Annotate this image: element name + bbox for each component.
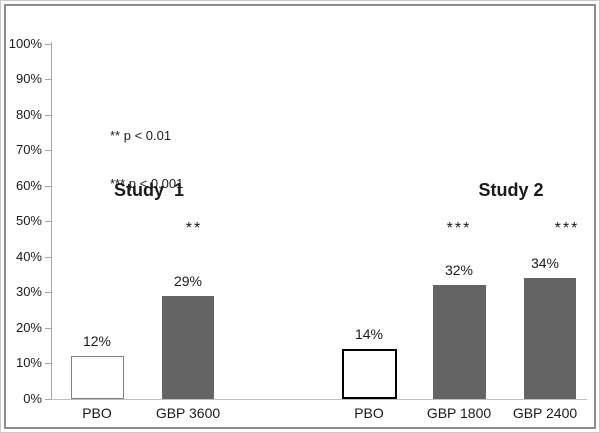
y-axis-tick-label: 70% — [15, 142, 42, 158]
y-axis-tick — [45, 363, 51, 365]
bar — [433, 285, 486, 399]
study-2-label: Study 2 — [478, 180, 544, 200]
x-axis-tick-label: PBO — [82, 405, 112, 421]
y-axis-tick — [45, 185, 51, 187]
y-axis-tick-label: 10% — [15, 355, 42, 371]
y-axis-tick — [45, 150, 51, 152]
y-axis-tick — [45, 79, 51, 81]
x-axis-tick-label: PBO — [354, 405, 384, 421]
pvalue-legend-line-2: *** p < 0.001 — [110, 176, 184, 191]
significance-marker: ** — [185, 220, 203, 237]
x-axis — [51, 399, 587, 400]
bar-value-label: 14% — [354, 326, 384, 343]
y-axis-tick-label: 50% — [15, 213, 42, 229]
significance-marker: *** — [554, 220, 580, 237]
y-axis — [51, 41, 52, 400]
y-axis-tick-label: 90% — [15, 71, 42, 87]
bar-value-label: 29% — [173, 272, 203, 289]
x-axis-tick-label: GBP 3600 — [155, 405, 221, 421]
y-axis-tick-label: 100% — [8, 35, 42, 51]
significance-marker: *** — [446, 220, 472, 237]
bar — [342, 349, 397, 399]
bar — [71, 356, 124, 399]
y-axis-tick — [45, 292, 51, 294]
y-axis-tick-label: 80% — [15, 106, 42, 122]
y-axis-tick — [45, 221, 51, 223]
y-axis-tick-label: 60% — [15, 177, 42, 193]
y-axis-tick-label: 30% — [15, 284, 42, 300]
y-axis-tick — [45, 399, 51, 400]
pvalue-legend: ** p < 0.01 *** p < 0.001 — [110, 96, 183, 224]
bar-value-label: 32% — [444, 262, 474, 279]
y-axis-tick-label: 20% — [15, 319, 42, 335]
study-1-label: Study 1 — [113, 180, 184, 200]
pvalue-legend-line-1: ** p < 0.01 — [110, 128, 172, 143]
bar — [162, 295, 214, 399]
bar-value-label: 12% — [82, 333, 112, 350]
y-axis-tick — [45, 256, 51, 258]
y-axis-tick — [45, 327, 51, 329]
y-axis-tick-label: 40% — [15, 248, 42, 264]
bar — [524, 278, 576, 399]
y-axis-tick — [45, 43, 51, 45]
x-axis-tick-label: GBP 1800 — [426, 405, 492, 421]
y-axis-tick — [45, 114, 51, 116]
x-axis-tick-label: GBP 2400 — [512, 405, 578, 421]
y-axis-tick-label: 0% — [23, 391, 42, 406]
bar-value-label: 34% — [530, 255, 560, 272]
chart-frame — [4, 4, 596, 429]
